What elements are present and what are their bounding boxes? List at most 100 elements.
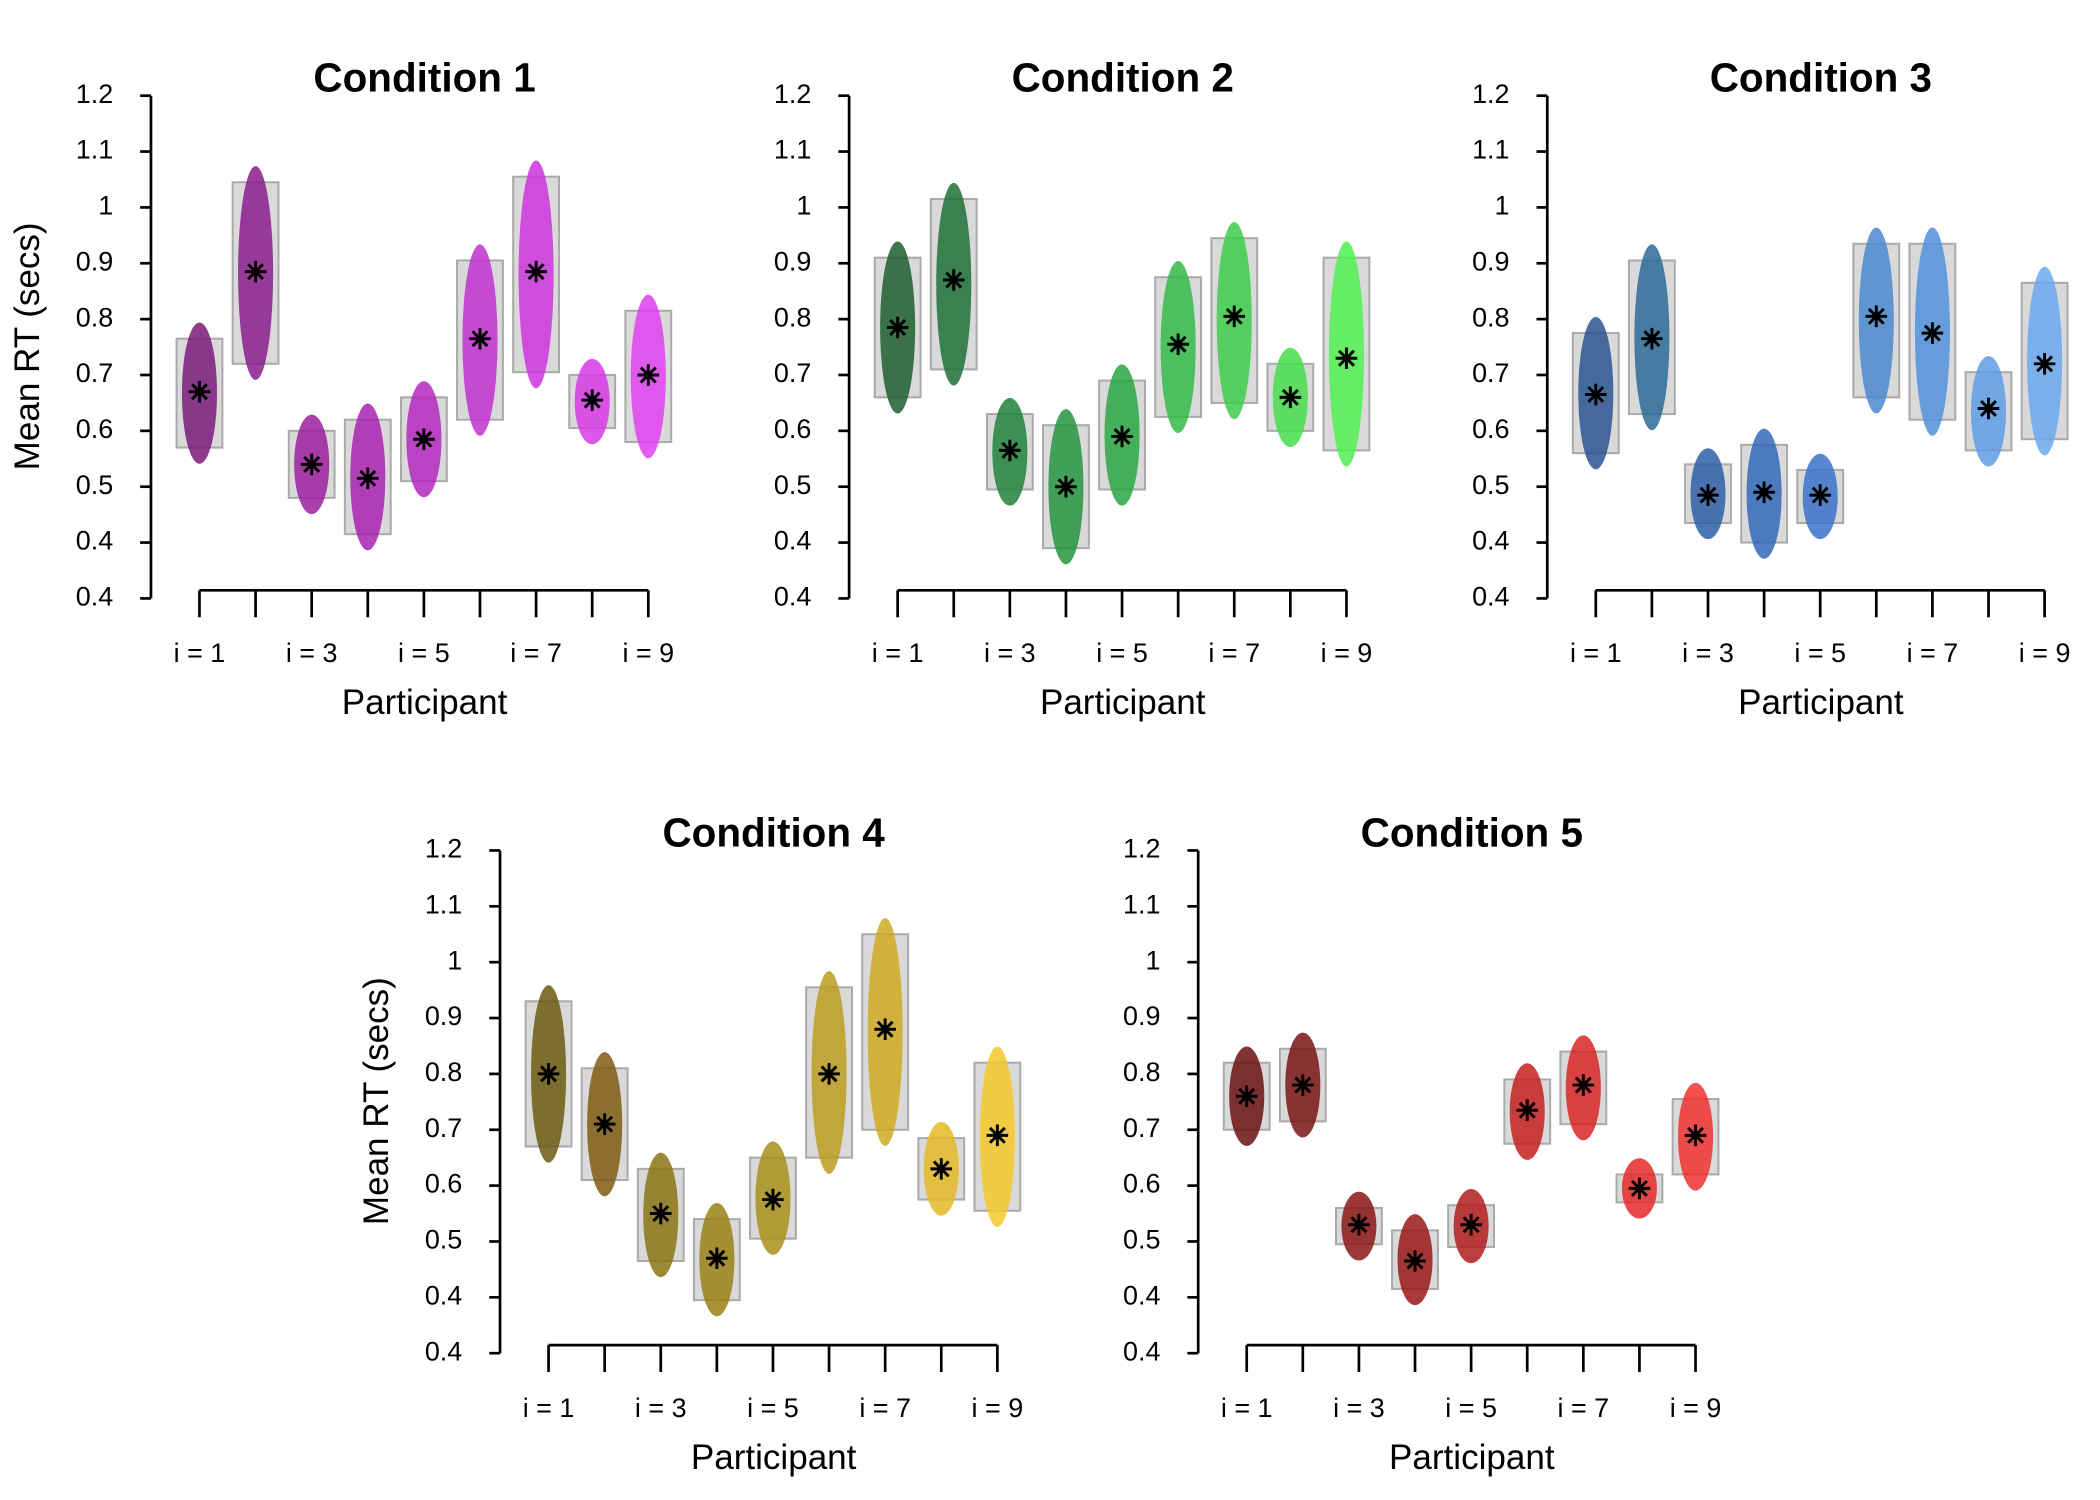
- y-axis-label: Mean RT (secs): [8, 222, 47, 470]
- y-tick-label: 0.5: [1123, 1225, 1160, 1255]
- y-tick-label: 1: [1145, 945, 1160, 975]
- y-tick-label: 0.5: [425, 1225, 462, 1255]
- y-tick-label: 0.6: [774, 414, 811, 444]
- mean-star: [1921, 322, 1944, 344]
- y-tick-label: 0.5: [1472, 470, 1509, 500]
- y-tick-label: 0.4: [76, 526, 113, 556]
- mean-star: [649, 1202, 672, 1225]
- y-tick-label: 1.1: [1472, 135, 1509, 165]
- mean-star: [1223, 305, 1246, 328]
- mean-star: [413, 428, 435, 451]
- mean-star: [1585, 383, 1607, 406]
- y-tick-label: 0.9: [425, 1001, 462, 1031]
- y-tick-label: 0.7: [1123, 1113, 1160, 1143]
- mean-star: [1977, 397, 2000, 420]
- mean-star: [593, 1113, 616, 1135]
- x-axis-label: Participant: [342, 683, 508, 722]
- x-tick-label: i = 9: [1670, 1393, 1722, 1423]
- y-tick-label: 1: [796, 191, 811, 221]
- x-tick-label: i = 7: [1907, 638, 1959, 668]
- panel: Condition 3 Participant 0.4 0.4 0.5 0.6 0.7 0.8…: [1472, 55, 2070, 723]
- x-tick-label: i = 7: [1208, 638, 1260, 668]
- x-tick-label: i = 3: [1333, 1393, 1385, 1423]
- y-tick-label: 0.7: [76, 358, 113, 388]
- mean-star: [1865, 305, 1888, 328]
- x-axis-label: Participant: [1040, 683, 1206, 722]
- y-tick-label: 0.7: [425, 1113, 462, 1143]
- y-tick-label: 0.4: [774, 526, 811, 556]
- y-tick-label: 0.4: [1123, 1280, 1160, 1310]
- mean-star: [1572, 1074, 1595, 1096]
- mean-star: [188, 380, 211, 403]
- x-axis-label: Participant: [1389, 1438, 1555, 1477]
- mean-star: [762, 1188, 784, 1211]
- y-tick-label: 0.7: [1472, 358, 1509, 388]
- x-tick-label: i = 9: [972, 1393, 1024, 1423]
- panel: Condition 1 Mean RT (secs) Participant 0.4 0…: [8, 55, 674, 723]
- mean-star: [942, 269, 965, 291]
- x-tick-label: i = 1: [1221, 1393, 1273, 1423]
- x-tick-label: i = 3: [286, 638, 338, 668]
- y-tick-label: 0.8: [1123, 1057, 1160, 1087]
- mean-star: [1111, 425, 1133, 448]
- mean-star: [2033, 353, 2056, 375]
- x-axis-label: Participant: [1738, 683, 1904, 722]
- x-tick-label: i = 5: [398, 638, 450, 668]
- mean-star: [1809, 484, 1831, 506]
- mean-star: [581, 389, 603, 411]
- mean-star: [525, 260, 547, 283]
- y-tick-label: 0.4: [76, 582, 113, 612]
- y-tick-label: 0.6: [1123, 1169, 1160, 1199]
- y-tick-label: 0.8: [774, 302, 811, 332]
- y-tick-label: 0.6: [1472, 414, 1509, 444]
- y-tick-label: 1.1: [425, 889, 462, 919]
- mean-star: [1753, 481, 1775, 504]
- y-tick-label: 1.2: [425, 834, 462, 864]
- panel-title: Condition 1: [313, 55, 535, 101]
- panels: Condition 1 Mean RT (secs) Participant 0.4 0…: [8, 55, 2071, 1477]
- y-tick-label: 1.2: [76, 79, 113, 109]
- mean-star: [930, 1158, 953, 1180]
- panel-title: Condition 5: [1361, 809, 1583, 855]
- y-tick-label: 0.8: [76, 302, 113, 332]
- y-tick-label: 0.9: [76, 246, 113, 276]
- mean-star: [874, 1018, 896, 1040]
- mean-star: [537, 1063, 560, 1085]
- mean-star: [244, 260, 267, 283]
- x-tick-label: i = 5: [1096, 638, 1148, 668]
- panel: Condition 5 Participant 0.4 0.4 0.5 0.6 0.7 0.8…: [1123, 809, 1721, 1477]
- y-tick-label: 1.1: [1123, 889, 1160, 919]
- mean-star: [986, 1124, 1009, 1147]
- y-tick-label: 1.2: [774, 79, 811, 109]
- mean-star: [1516, 1099, 1539, 1121]
- panel: Condition 2 Participant 0.4 0.4 0.5 0.6 0.7 0.8…: [774, 55, 1372, 723]
- x-tick-label: i = 7: [859, 1393, 911, 1423]
- mean-star: [1235, 1085, 1258, 1108]
- x-tick-label: i = 7: [1557, 1393, 1609, 1423]
- x-tick-label: i = 9: [2019, 638, 2071, 668]
- y-tick-label: 0.8: [1472, 302, 1509, 332]
- x-tick-label: i = 1: [1570, 638, 1622, 668]
- x-tick-label: i = 5: [1445, 1393, 1497, 1423]
- mean-star: [1628, 1177, 1651, 1200]
- mean-star: [886, 316, 909, 339]
- y-tick-label: 0.6: [76, 414, 113, 444]
- x-tick-label: i = 9: [622, 638, 674, 668]
- mean-star: [1697, 484, 1719, 506]
- x-tick-label: i = 3: [635, 1393, 687, 1423]
- mean-star: [1335, 347, 1358, 370]
- mean-star: [1684, 1124, 1707, 1147]
- y-tick-label: 1.1: [76, 135, 113, 165]
- mean-star: [1279, 386, 1302, 409]
- y-tick-label: 1: [98, 191, 113, 221]
- mean-star: [356, 467, 379, 490]
- y-tick-label: 0.4: [1472, 582, 1509, 612]
- y-tick-label: 1: [1495, 191, 1510, 221]
- mean-star: [1460, 1213, 1482, 1236]
- y-tick-label: 0.7: [774, 358, 811, 388]
- y-tick-label: 0.6: [425, 1169, 462, 1199]
- mean-star: [1292, 1074, 1314, 1096]
- panel-title: Condition 2: [1012, 55, 1234, 101]
- x-tick-label: i = 5: [747, 1393, 799, 1423]
- panel: Condition 4 Mean RT (secs) Participant 0.4 0…: [357, 809, 1023, 1477]
